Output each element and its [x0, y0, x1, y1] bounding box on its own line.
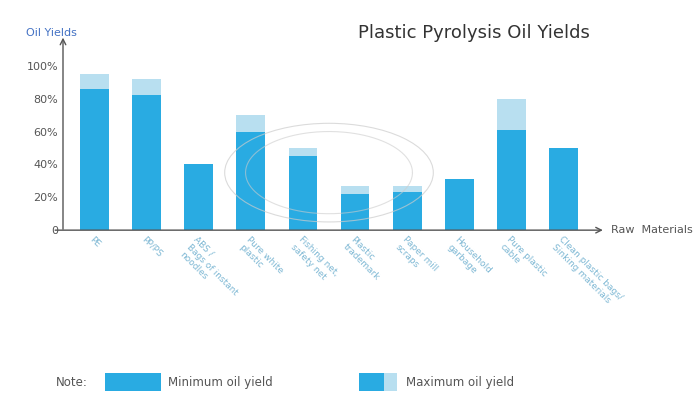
Bar: [393, 186, 421, 230]
Text: Maximum oil yield: Maximum oil yield: [406, 376, 514, 389]
Bar: [341, 194, 370, 230]
Text: Minimum oil yield: Minimum oil yield: [168, 376, 273, 389]
Bar: [237, 115, 265, 230]
Bar: [80, 89, 108, 230]
Bar: [445, 179, 474, 230]
Bar: [288, 156, 317, 230]
Text: Note:: Note:: [56, 376, 88, 389]
Bar: [80, 74, 108, 230]
Bar: [393, 192, 421, 230]
Bar: [288, 148, 317, 230]
Bar: [132, 95, 161, 230]
Bar: [550, 148, 578, 230]
Bar: [359, 373, 384, 391]
Bar: [497, 130, 526, 230]
Text: Raw  Materials: Raw Materials: [611, 225, 693, 235]
Text: Plastic Pyrolysis Oil Yields: Plastic Pyrolysis Oil Yields: [358, 24, 589, 42]
Bar: [497, 99, 526, 230]
Bar: [237, 132, 265, 230]
Bar: [184, 164, 213, 230]
Bar: [132, 79, 161, 230]
Bar: [341, 186, 370, 230]
Bar: [384, 373, 397, 391]
Text: Oil Yields: Oil Yields: [26, 28, 76, 39]
